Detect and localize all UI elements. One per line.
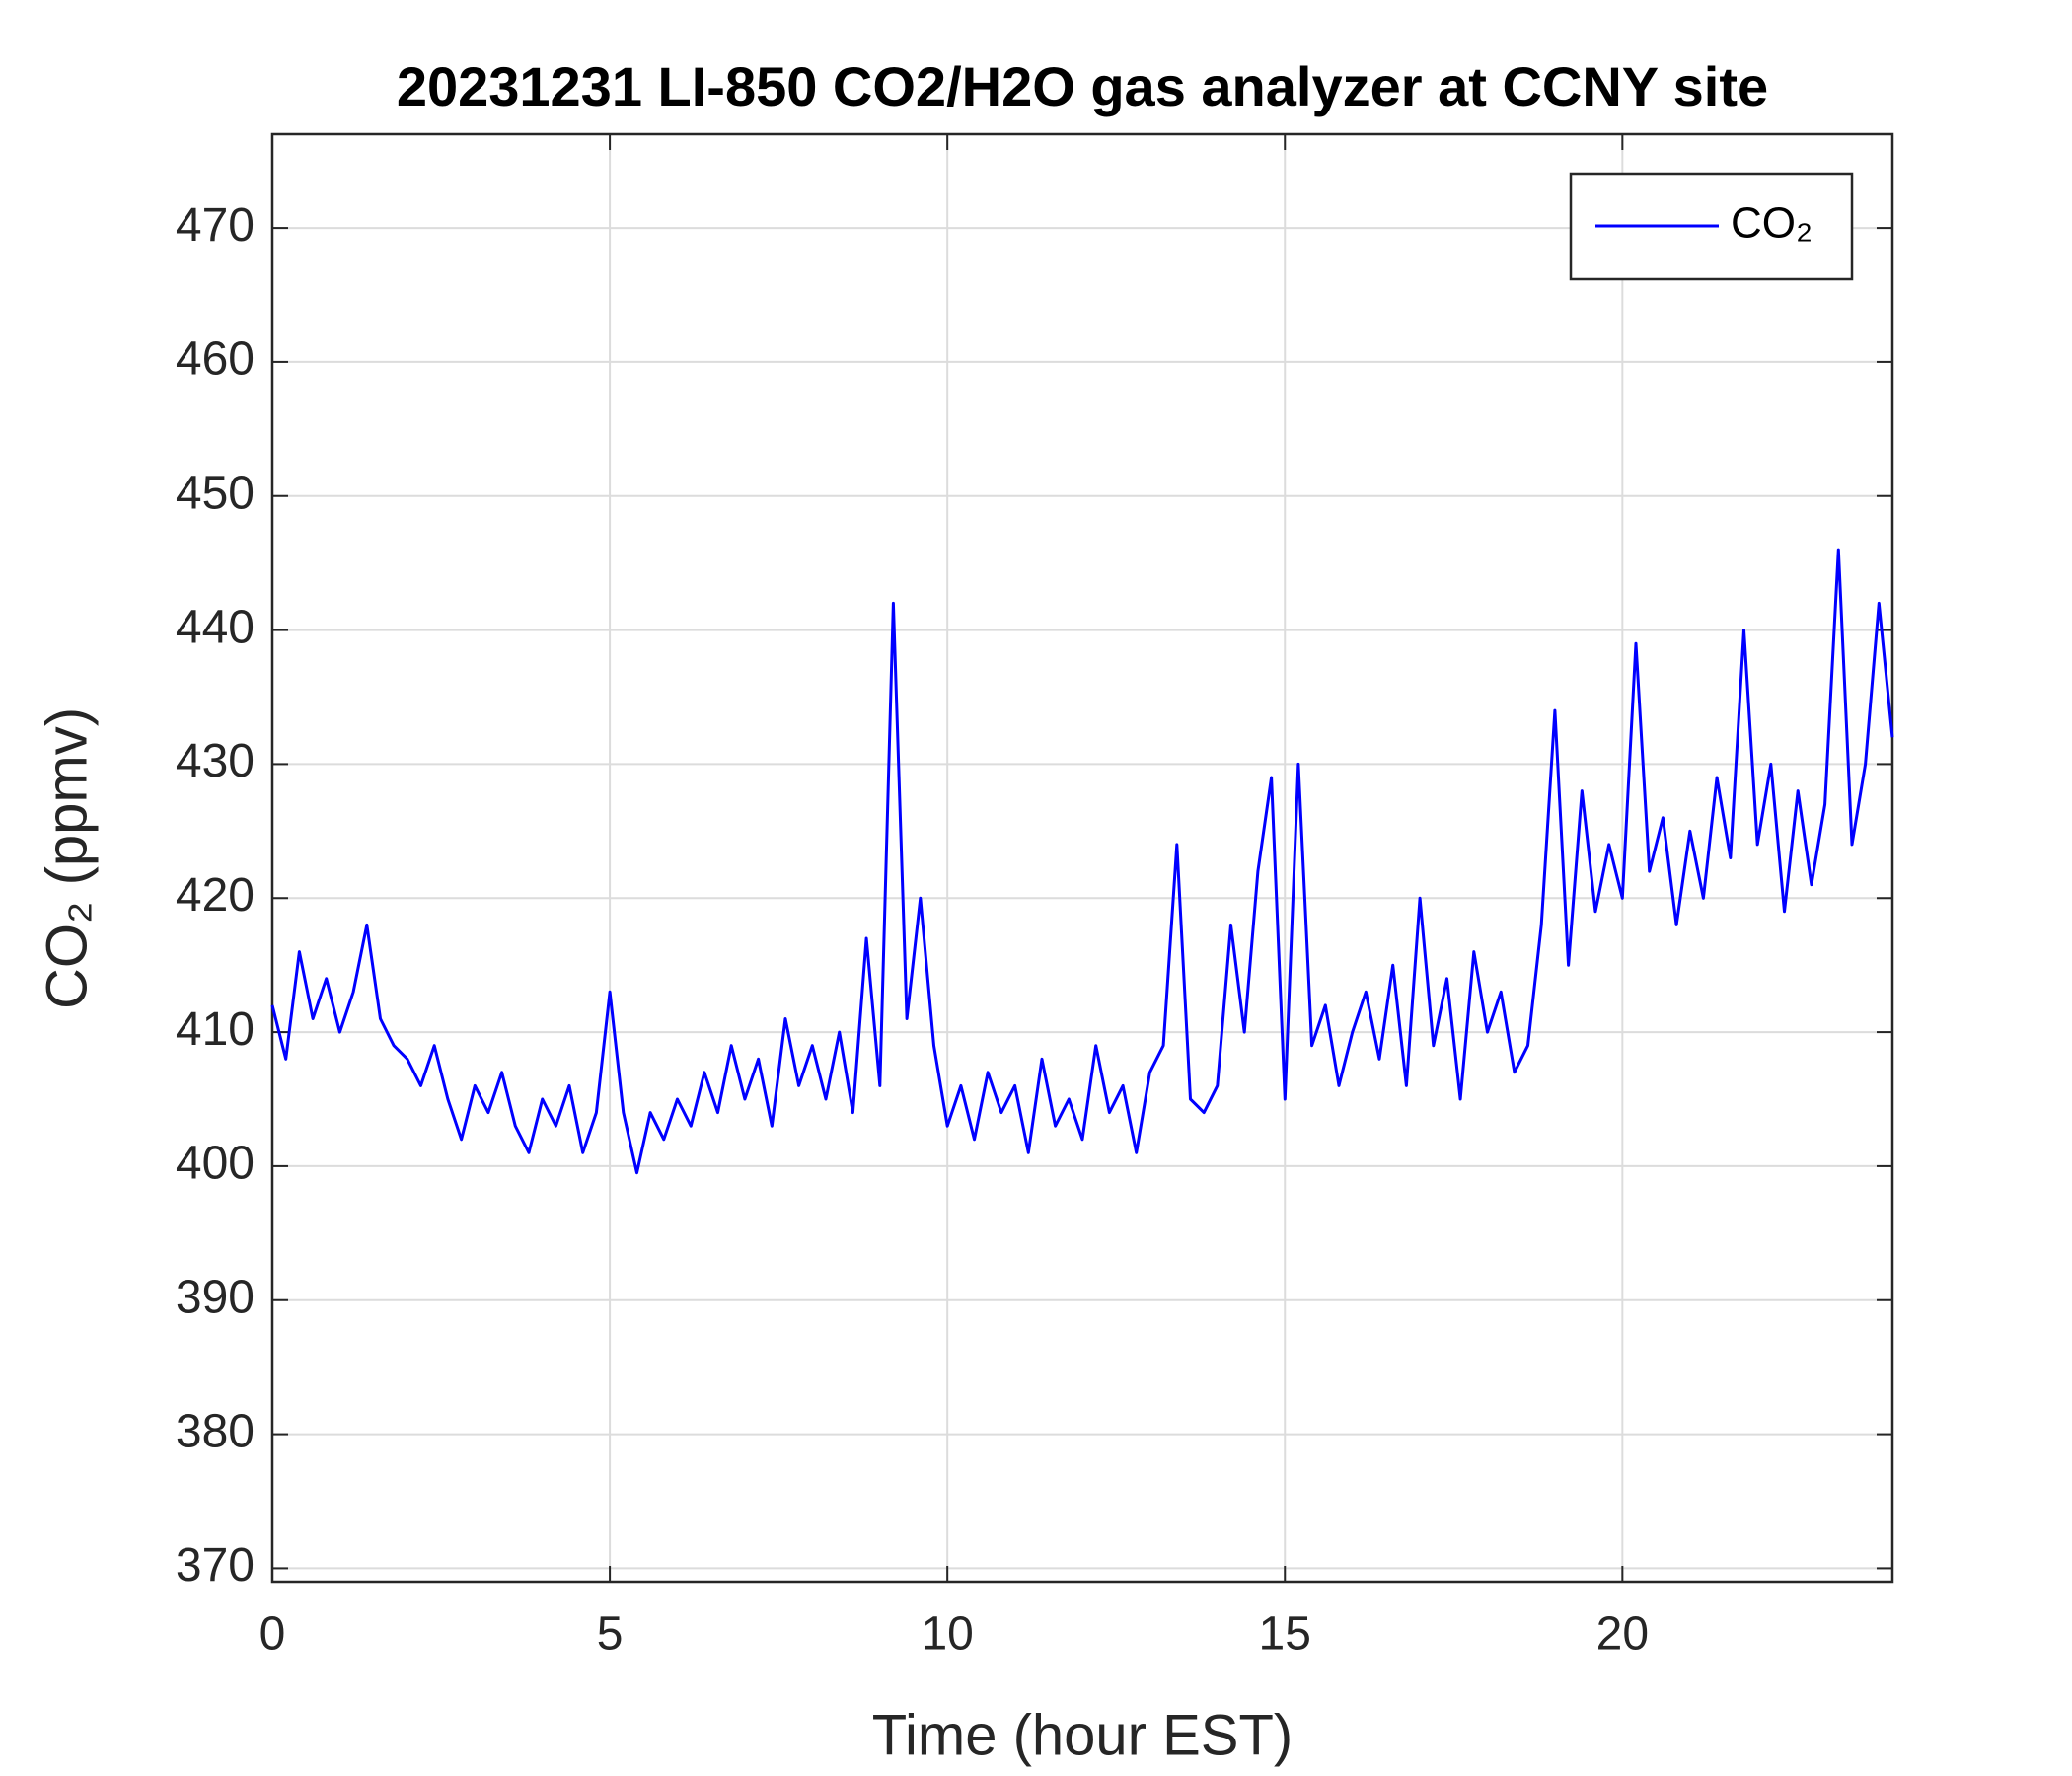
y-tick-label: 370 bbox=[176, 1539, 255, 1591]
x-tick-label: 5 bbox=[597, 1608, 624, 1661]
y-tick-label: 460 bbox=[176, 333, 255, 386]
data-line bbox=[270, 548, 1894, 1175]
y-tick-label: 420 bbox=[176, 869, 255, 922]
x-tick-label: 15 bbox=[1259, 1608, 1311, 1661]
y-tick-label: 410 bbox=[176, 1003, 255, 1056]
y-tick-label: 390 bbox=[176, 1271, 255, 1323]
x-tick-label: 10 bbox=[921, 1608, 973, 1661]
x-tick-label: 0 bbox=[259, 1608, 286, 1661]
y-tick-label: 430 bbox=[176, 735, 255, 787]
legend-label: CO₂ bbox=[1731, 199, 1813, 248]
x-axis-label: Time (hour EST) bbox=[872, 1703, 1293, 1767]
y-tick-label: 450 bbox=[176, 467, 255, 519]
y-tick-label: 440 bbox=[176, 601, 255, 653]
chart-title: 20231231 LI-850 CO2/H2O gas analyzer at … bbox=[397, 55, 1768, 117]
y-tick-label: 400 bbox=[176, 1138, 255, 1190]
x-tick-label: 20 bbox=[1596, 1608, 1649, 1661]
y-tick-label: 380 bbox=[176, 1405, 255, 1457]
y-axis-label: CO₂ (ppmv) bbox=[35, 707, 99, 1009]
plot-frame bbox=[270, 132, 1894, 1584]
y-tick-label: 470 bbox=[176, 199, 255, 252]
